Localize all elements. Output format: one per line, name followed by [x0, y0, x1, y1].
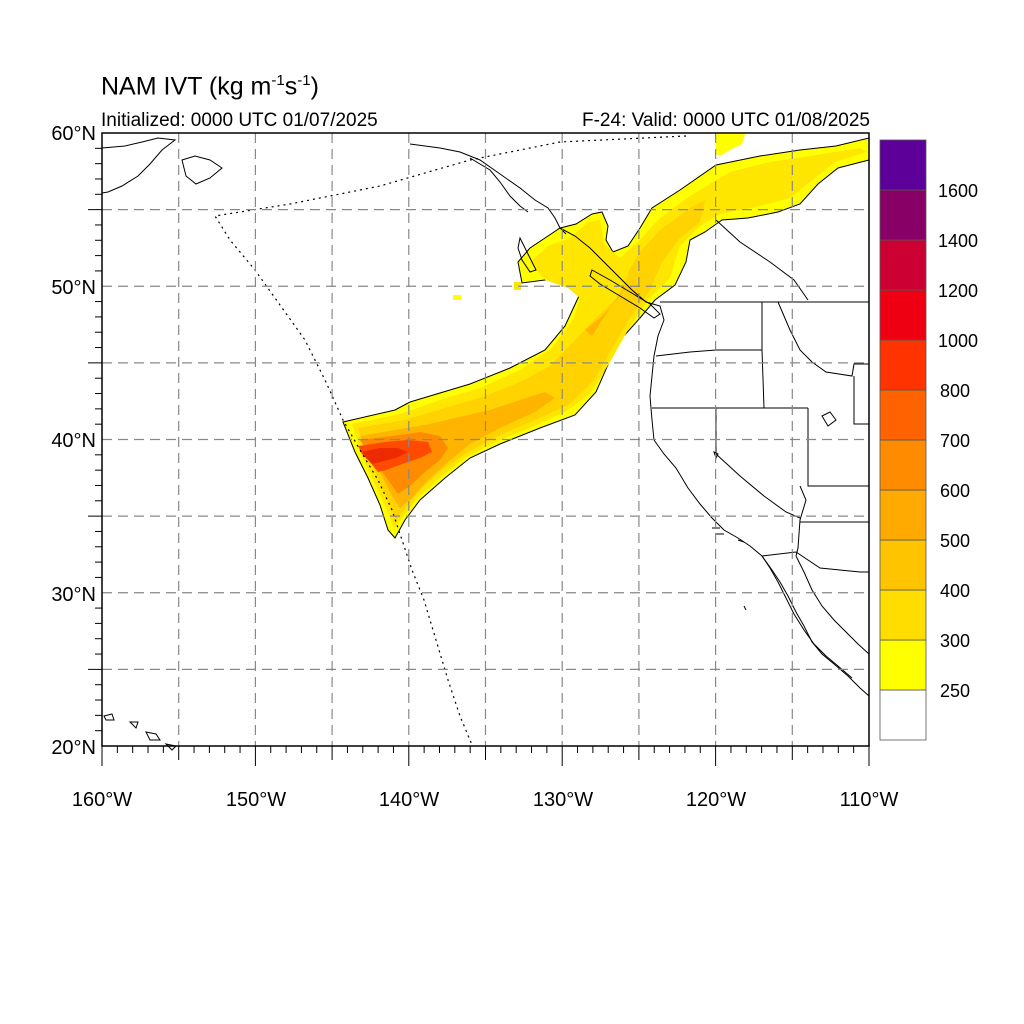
lat-label: 30°N [51, 584, 96, 606]
hawaii-islands [103, 713, 178, 751]
map-title: NAM IVT (kg m-1s-1) [101, 72, 319, 101]
ivt-1000-contour [362, 448, 408, 464]
colorbar-label: 1400 [938, 231, 978, 251]
valid-time: F-24: Valid: 0000 UTC 01/08/2025 [582, 110, 870, 131]
mexico-border [761, 551, 869, 573]
ivt-field [342, 134, 870, 539]
lon-labels: 160°W 150°W 140°W 130°W 120°W 110°W [72, 789, 899, 811]
bc-alberta-border [715, 219, 809, 301]
colorbar-box [879, 239, 927, 291]
colorbar-box [879, 589, 927, 641]
coastlines [101, 137, 870, 751]
colorbar-box [879, 389, 927, 441]
lon-label: 140°W [379, 789, 439, 811]
lat-label: 50°N [51, 277, 96, 299]
colorbar-label: 1200 [938, 281, 978, 301]
small-islands [712, 527, 747, 611]
lat-label: 40°N [51, 430, 96, 452]
alaska-panhandle-coastline [409, 143, 567, 235]
colorbar-label: 1000 [938, 331, 978, 351]
colorbar-labels: 250 300 400 500 600 700 800 1000 1200 14… [938, 181, 978, 701]
wy-border [853, 376, 869, 425]
initialized-time: Initialized: 0000 UTC 01/07/2025 [101, 110, 378, 131]
west-coastline [559, 227, 870, 697]
lat-label: 60°N [51, 123, 96, 145]
colorbar-box [879, 139, 927, 191]
ca-nv-border [715, 408, 801, 519]
colorbar-label: 1600 [938, 181, 978, 201]
lat-label: 20°N [51, 737, 96, 759]
lon-label: 150°W [226, 789, 286, 811]
colorbar-box [879, 689, 927, 741]
colorbar-box [879, 439, 927, 491]
colorbar-label: 600 [940, 481, 970, 501]
colorbar-box [879, 189, 927, 241]
az-border [795, 485, 807, 557]
ivt-patch [716, 134, 745, 156]
ivt-patch [514, 282, 521, 290]
colorbar-box [879, 639, 927, 691]
colorbar-box [879, 489, 927, 541]
colorbar-box [879, 289, 927, 341]
colorbar-label: 250 [940, 681, 970, 701]
lon-label: 130°W [533, 789, 593, 811]
lat-labels: 60°N 50°N 40°N 30°N 20°N [51, 123, 96, 759]
colorbar-label: 700 [940, 431, 970, 451]
axis-ticks [88, 147, 870, 766]
channel-islands [712, 527, 747, 611]
great-salt-lake [821, 411, 837, 427]
colorbar-label: 400 [940, 581, 970, 601]
alaska-coastline [101, 137, 177, 194]
vancouver-island [589, 269, 661, 319]
political-boundaries [652, 219, 869, 573]
colorbar-label: 300 [940, 631, 970, 651]
colorbar-label: 800 [940, 381, 970, 401]
ivt-patch [453, 295, 461, 300]
lon-label: 120°W [686, 789, 746, 811]
islands-queen-charlotte [517, 236, 537, 273]
lat-lon-grid [102, 133, 869, 746]
ivt-500-contour-north [585, 282, 628, 336]
nv-ut-border [807, 408, 869, 487]
lon-label: 110°W [840, 789, 899, 811]
lon-label: 160°W [72, 789, 132, 811]
baja-peninsula [761, 555, 853, 679]
colorbar-box [879, 339, 927, 391]
gulf-california-coast [795, 555, 870, 655]
wa-or-border [655, 349, 762, 357]
colorbar [879, 139, 927, 741]
mt-id-border [777, 301, 869, 377]
islands-gulf [469, 157, 529, 213]
colorbar-box [879, 539, 927, 591]
colorbar-label: 500 [940, 531, 970, 551]
islands-north [181, 155, 223, 185]
